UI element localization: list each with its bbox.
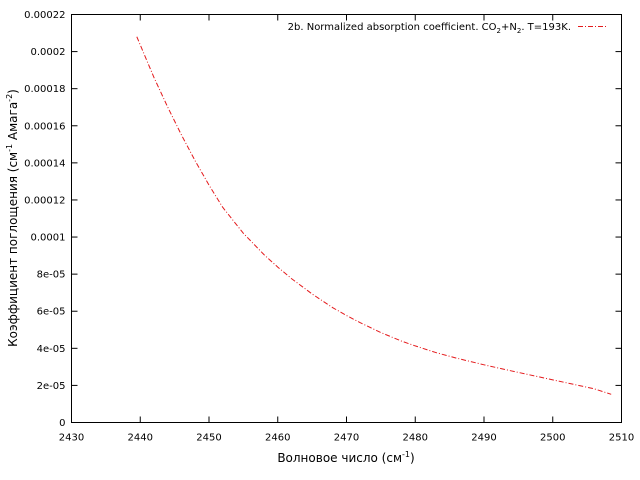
- y-tick-label: 0.00018: [24, 84, 65, 95]
- tick-marks: [71, 14, 622, 423]
- y-tick-label: 0: [59, 418, 65, 429]
- x-tick-label: 2470: [334, 433, 359, 444]
- y-axis-title-sup2: -2: [5, 94, 14, 102]
- plot-frame: [71, 14, 622, 423]
- y-axis-title-mid: Амага: [6, 102, 20, 144]
- y-tick-label: 0.00012: [24, 195, 65, 206]
- x-tick-label: 2430: [59, 433, 84, 444]
- legend-text-part1: 2b. Normalized absorption coefficient. C…: [288, 22, 497, 33]
- y-tick-label: 0.00016: [24, 121, 65, 132]
- series-line: [136, 36, 612, 395]
- legend-sub-1: 2: [497, 27, 501, 35]
- y-tick-label: 0.0001: [31, 233, 66, 244]
- x-axis-title: Волновое число (см-1): [277, 450, 414, 465]
- y-axis-title: Коэффициент поглощения (см-1 Амага-2): [5, 89, 20, 347]
- legend-text-part3: . T=193K.: [521, 22, 571, 33]
- legend: 2b. Normalized absorption coefficient. C…: [288, 22, 607, 35]
- x-tick-label: 2510: [609, 433, 634, 444]
- legend-sub-2: 2: [517, 27, 521, 35]
- y-axis-title-sup1: -1: [5, 144, 14, 152]
- x-axis-title-sup: -1: [402, 450, 410, 459]
- x-tick-label: 2500: [540, 433, 565, 444]
- legend-label: 2b. Normalized absorption coefficient. C…: [288, 22, 571, 35]
- x-tick-label: 2440: [128, 433, 153, 444]
- y-tick-label: 0.00014: [24, 158, 65, 169]
- x-axis-title-end: ): [410, 451, 415, 465]
- y-axis-title-main: Коэффициент поглощения (см: [6, 152, 20, 347]
- x-tick-labels: 2430 2440 2450 2460 2470 2480 2490 2500 2510: [59, 433, 634, 444]
- x-tick-label: 2460: [265, 433, 290, 444]
- x-tick-label: 2450: [196, 433, 221, 444]
- y-tick-label: 8e-05: [37, 270, 66, 281]
- x-tick-label: 2480: [403, 433, 428, 444]
- y-tick-labels: 0 2e-05 4e-05 6e-05 8e-05 0.0001 0.00012 0.0001…: [24, 10, 65, 429]
- y-tick-label: 4e-05: [37, 344, 66, 355]
- legend-text-part2: +N: [501, 22, 517, 33]
- y-tick-label: 0.00022: [24, 10, 65, 21]
- x-axis-title-main: Волновое число (см: [277, 451, 402, 465]
- y-axis-title-end: ): [6, 89, 20, 94]
- x-tick-label: 2490: [471, 433, 496, 444]
- y-tick-label: 6e-05: [37, 307, 66, 318]
- y-tick-label: 0.0002: [31, 47, 66, 58]
- y-tick-label: 2e-05: [37, 381, 66, 392]
